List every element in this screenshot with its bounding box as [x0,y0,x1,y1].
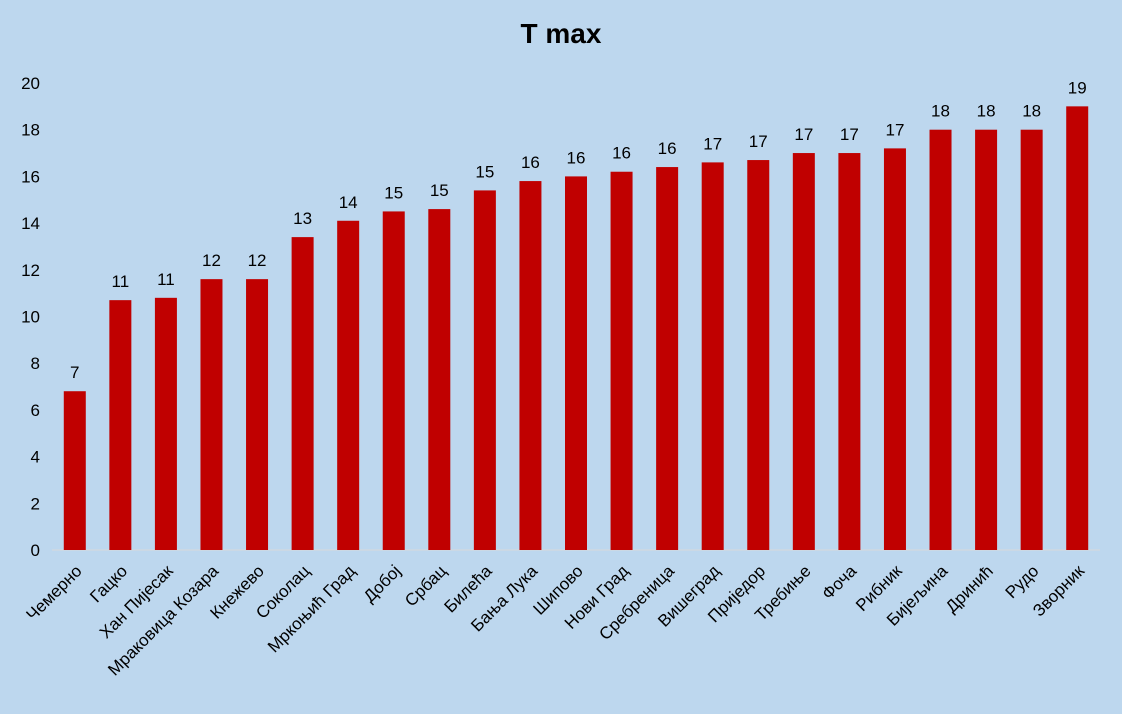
data-label: 16 [612,144,631,163]
bar [382,211,405,551]
y-tick-label: 20 [21,74,40,93]
x-tick-label: Дринић [942,561,997,616]
x-tick-label: Чемерно [23,561,86,624]
bar [337,220,360,550]
data-label: 18 [1022,102,1041,121]
bar [519,181,542,550]
x-tick-label: Зворник [1029,561,1088,620]
bar [701,162,724,550]
data-label: 17 [749,132,768,151]
y-tick-label: 14 [21,214,40,233]
bar [656,167,679,550]
y-tick-label: 8 [31,354,40,373]
bar [565,176,587,550]
y-tick-label: 18 [21,121,40,140]
y-tick-label: 4 [31,448,40,467]
data-label: 14 [339,193,358,212]
bar [883,148,906,550]
x-tick-label: Рудо [1002,561,1043,602]
chart-title: T max [520,18,602,49]
data-label: 15 [475,162,494,181]
data-label: 18 [977,102,996,121]
bar [1020,129,1043,550]
data-label: 17 [840,125,859,144]
data-label: 17 [794,125,813,144]
data-label: 18 [931,102,950,121]
x-tick-label: Добој [360,561,405,606]
data-label: 7 [70,363,79,382]
data-label: 12 [248,251,267,270]
bar [473,190,496,550]
data-label: 16 [521,153,540,172]
data-label: 15 [384,183,403,202]
bar [200,279,223,550]
bar [1066,106,1089,550]
data-label: 11 [112,272,130,291]
data-label: 13 [293,209,312,228]
data-label: 12 [202,251,221,270]
bar [63,391,86,550]
bar [154,297,177,550]
bar [109,300,132,550]
data-label: 17 [703,134,722,153]
bar [929,129,952,550]
bar [747,160,770,550]
bar [975,129,998,550]
bar [792,153,815,551]
bar [291,237,314,551]
data-label: 19 [1068,78,1087,97]
y-tick-label: 6 [31,401,40,420]
bar [610,171,633,551]
data-label: 15 [430,181,449,200]
bar [838,153,861,551]
y-tick-label: 10 [21,308,40,327]
data-label: 16 [658,139,677,158]
data-label: 16 [567,148,586,167]
data-label: 17 [885,120,904,139]
bar [246,279,269,550]
y-tick-label: 0 [31,541,40,560]
y-tick-label: 2 [31,494,40,513]
data-label: 11 [157,270,175,289]
x-tick-label: Фоча [818,561,860,603]
y-tick-label: 16 [21,167,40,186]
y-tick-label: 12 [21,261,40,280]
bar [428,209,451,550]
